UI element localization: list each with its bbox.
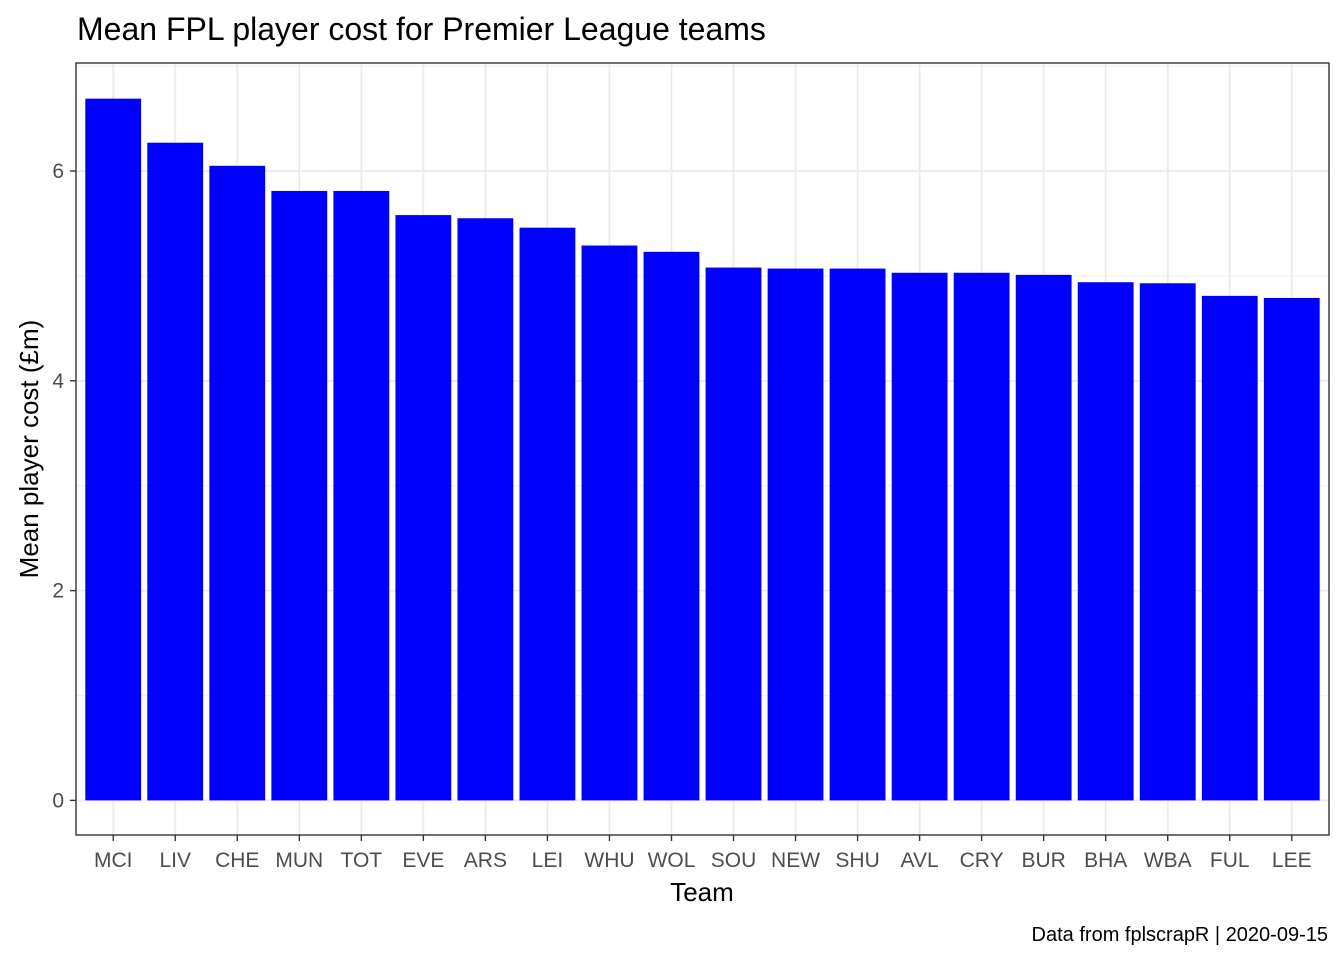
- bar-wol: [643, 251, 700, 801]
- x-tick-label: WHU: [584, 849, 634, 872]
- y-tick-label: 0: [52, 789, 64, 812]
- bar-avl: [891, 272, 948, 801]
- x-tick-label: ARS: [464, 849, 507, 872]
- x-tick-label: LEI: [532, 849, 564, 872]
- bar-bha: [1077, 282, 1134, 801]
- bar-ars: [457, 218, 514, 801]
- x-tick-label: SOU: [711, 849, 757, 872]
- bar-ful: [1201, 295, 1258, 801]
- bar-shu: [829, 268, 886, 801]
- x-tick-label: EVE: [402, 849, 444, 872]
- bar-liv: [147, 142, 204, 801]
- bar-whu: [581, 245, 638, 801]
- y-axis-title: Mean player cost (£m): [14, 320, 44, 579]
- x-tick-label: LEE: [1272, 849, 1312, 872]
- y-tick-label: 4: [52, 370, 64, 393]
- bar-lei: [519, 227, 576, 801]
- bars: [85, 98, 1320, 801]
- bar-eve: [395, 215, 452, 801]
- x-tick-label: FUL: [1210, 849, 1250, 872]
- bar-cry: [953, 272, 1010, 801]
- bar-lee: [1263, 297, 1320, 801]
- y-tick-label: 6: [52, 160, 64, 183]
- x-tick-label: NEW: [771, 849, 820, 872]
- x-tick-label: SHU: [835, 849, 879, 872]
- x-tick-label: WOL: [648, 849, 696, 872]
- chart-caption: Data from fplscrapR | 2020-09-15: [1032, 924, 1328, 946]
- x-tick-label: CRY: [960, 849, 1004, 872]
- x-tick-label: BUR: [1021, 849, 1065, 872]
- x-tick-label: WBA: [1144, 849, 1192, 872]
- x-tick-label: BHA: [1084, 849, 1127, 872]
- x-tick-label: MUN: [275, 849, 323, 872]
- x-axis-ticks: MCI LIV CHE MUN TOT EVE ARS LEI WHU WOL SOU NEW SHU A…: [94, 835, 1312, 872]
- bar-tot: [333, 190, 390, 801]
- x-tick-label: LIV: [159, 849, 191, 872]
- bar-wba: [1139, 283, 1196, 801]
- bar-new: [767, 268, 824, 801]
- x-tick-label: MCI: [94, 849, 133, 872]
- plot-border: [75, 62, 1330, 836]
- y-axis-ticks: 0 2 4 6: [52, 160, 76, 812]
- y-tick-label: 2: [52, 580, 64, 603]
- x-tick-label: CHE: [215, 849, 259, 872]
- bar-mun: [271, 190, 328, 801]
- bar-bur: [1015, 274, 1072, 801]
- chart-title: Mean FPL player cost for Premier League …: [77, 11, 766, 47]
- bar-mci: [85, 98, 142, 801]
- x-axis-title: Team: [670, 877, 734, 907]
- bar-sou: [705, 267, 762, 801]
- x-tick-label: TOT: [341, 849, 383, 872]
- bar-che: [209, 165, 266, 801]
- x-tick-label: AVL: [901, 849, 939, 872]
